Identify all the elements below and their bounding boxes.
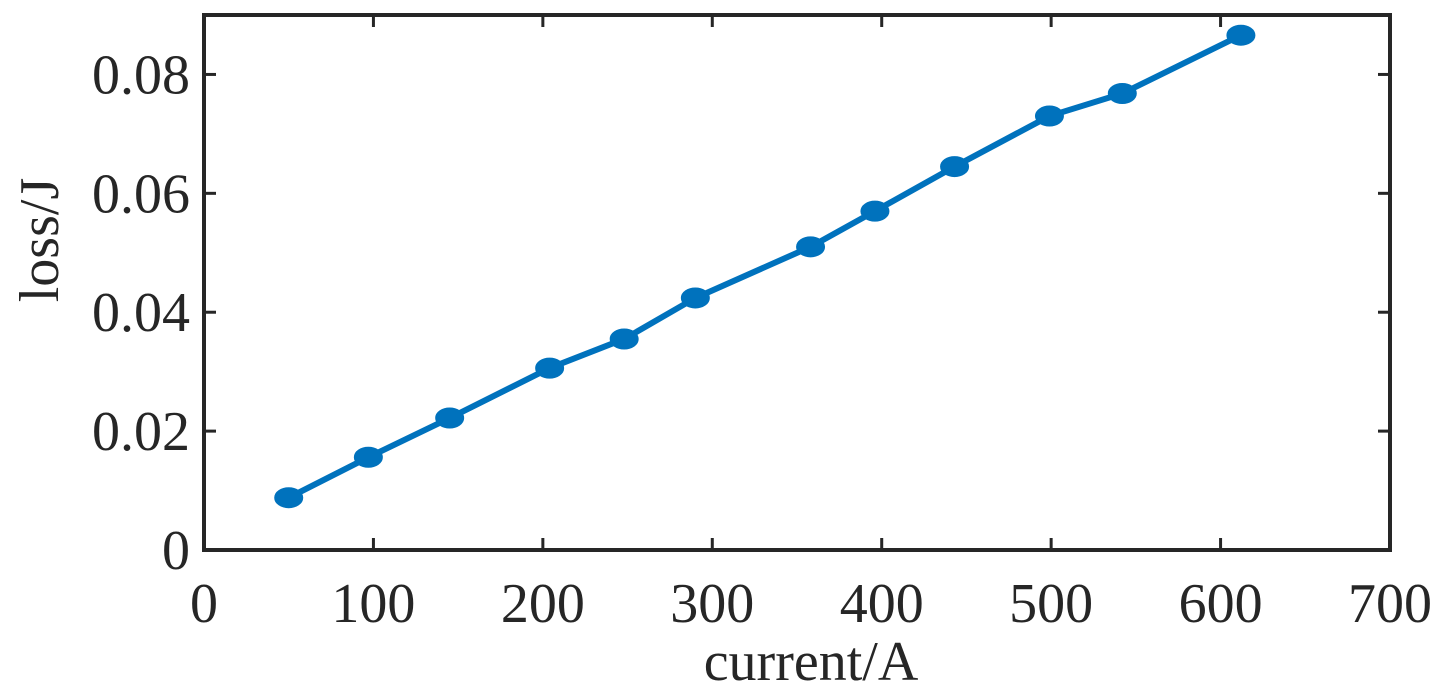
data-point	[1226, 24, 1256, 46]
y-tick-label: 0.08	[92, 44, 190, 106]
x-axis-label: current/A	[704, 631, 919, 693]
x-tick-label: 400	[840, 573, 924, 635]
data-point	[860, 200, 890, 222]
data-point	[1034, 105, 1064, 127]
x-tick-label: 200	[501, 573, 585, 635]
y-tick-labels: 0 0.02 0.04 0.06 0.08	[92, 44, 190, 582]
x-tick-label: 700	[1348, 573, 1432, 635]
x-tick-label: 100	[331, 573, 415, 635]
y-tick-label: 0.06	[92, 163, 190, 225]
plot-frame	[202, 13, 1392, 552]
y-tick-label: 0.02	[92, 401, 190, 463]
data-point	[353, 446, 383, 468]
data-point	[940, 156, 970, 178]
data-point	[680, 287, 710, 309]
y-tick-label: 0	[162, 520, 190, 582]
x-tick-label: 500	[1009, 573, 1093, 635]
data-point	[535, 357, 565, 379]
data-point	[796, 236, 826, 258]
x-tick-label: 600	[1179, 573, 1263, 635]
series-line	[287, 32, 1243, 501]
data-point	[609, 328, 639, 350]
data-point	[274, 487, 304, 509]
y-tick-label: 0.04	[92, 282, 190, 344]
x-tick-label: 0	[190, 573, 218, 635]
y-axis-label: loss/J	[9, 178, 71, 303]
data-point	[435, 407, 465, 429]
x-tick-labels: 0 100 200 300 400 500 600 700	[190, 573, 1432, 635]
axis-ticks	[202, 15, 1392, 552]
data-point	[1107, 82, 1137, 104]
series-layer	[274, 24, 1256, 509]
x-tick-label: 300	[670, 573, 754, 635]
